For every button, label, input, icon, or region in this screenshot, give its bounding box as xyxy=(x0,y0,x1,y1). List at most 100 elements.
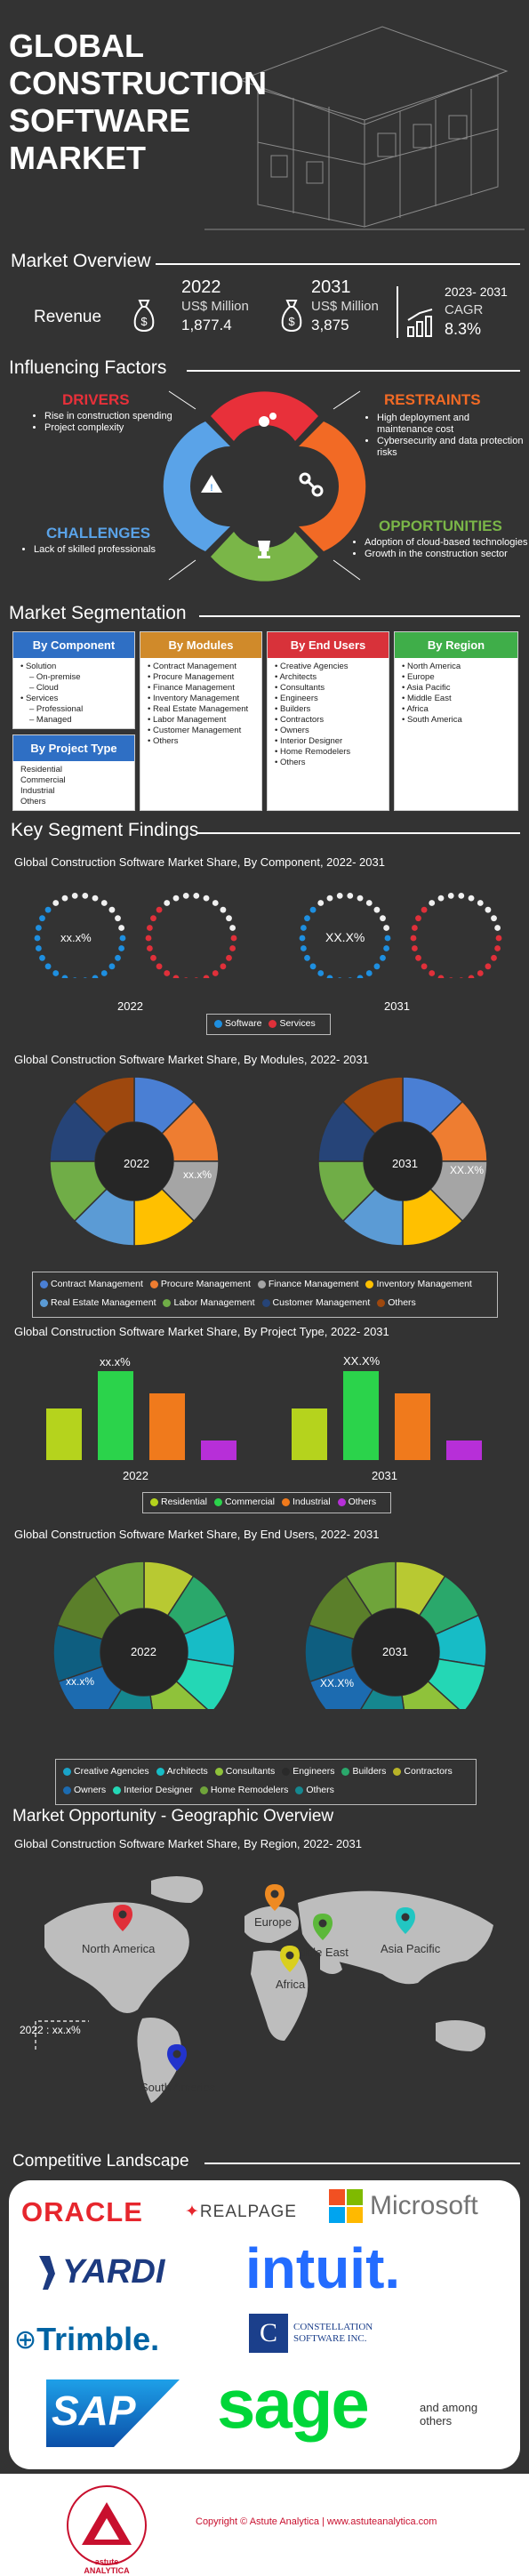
legend-entry: Others xyxy=(377,1295,416,1312)
world-map xyxy=(35,1876,493,2103)
segment-component: By Component • Solution – On-premise – Clo… xyxy=(12,631,135,729)
legend-label: Labor Management xyxy=(173,1297,255,1308)
ring-dot xyxy=(108,963,116,970)
bar xyxy=(292,1408,327,1460)
ring-dot xyxy=(437,975,445,978)
ring-dot xyxy=(411,945,418,951)
ring-dot xyxy=(146,925,153,931)
legend-entry: Procure Management xyxy=(149,1276,251,1293)
legend-entry: Finance Management xyxy=(257,1276,358,1293)
ring-dot xyxy=(365,900,373,906)
main-title-line-1: GLOBAL xyxy=(9,28,144,64)
legend-swatch xyxy=(163,1299,172,1307)
ring-dot xyxy=(119,935,126,942)
legend-entry: Consultants xyxy=(214,1763,275,1780)
ring-dot xyxy=(380,954,386,961)
ring-dot xyxy=(212,900,219,906)
legend-entry: Engineers xyxy=(282,1763,334,1780)
list-item: • Others xyxy=(275,758,306,767)
legend-entry: Commercial xyxy=(213,1497,275,1507)
legend-entry: Labor Management xyxy=(163,1295,255,1312)
list-item: Residential xyxy=(20,765,62,774)
list-item: • Engineers xyxy=(275,694,318,703)
ring-dot xyxy=(35,925,42,931)
ring-dot xyxy=(491,915,497,922)
legend-entry: Customer Management xyxy=(261,1295,370,1312)
legend-swatch xyxy=(40,1299,48,1307)
ring-dot xyxy=(229,925,236,931)
ring-dot xyxy=(73,977,77,978)
oracle-logo: ORACLE xyxy=(21,2196,143,2227)
ring-dot xyxy=(39,954,45,961)
key-findings-heading: Key Segment Findings xyxy=(11,820,199,840)
legend-swatch xyxy=(281,1497,290,1506)
sap-text: SAP xyxy=(52,2387,136,2434)
legend-entry: Services xyxy=(269,1018,316,1029)
ring-dot xyxy=(220,963,227,970)
enduser-chart xyxy=(52,1561,487,1709)
legend-label: Builders xyxy=(352,1766,387,1777)
segment-project-type: By Project Type Residential Commercial I… xyxy=(12,734,135,811)
list-item: • Europe xyxy=(402,672,435,682)
donut-hole xyxy=(352,1609,439,1696)
geo-heading: Market Opportunity - Geographic Overview xyxy=(12,1807,334,1826)
legend-label: Interior Designer xyxy=(124,1785,193,1795)
ring-dot xyxy=(317,900,325,906)
list-item: • Others xyxy=(148,736,179,746)
legend-label: Engineers xyxy=(293,1766,335,1777)
ring-dot xyxy=(477,970,484,976)
legend-swatch xyxy=(393,1768,402,1776)
list-item: • Finance Management xyxy=(148,683,235,693)
enduser-legend: Creative Agencies Architects Consultants En… xyxy=(55,1759,477,1805)
challenges-list: Lack of skilled professionals xyxy=(23,544,192,556)
divider xyxy=(187,370,520,372)
ring-dot xyxy=(52,900,60,906)
drivers-title: DRIVERS xyxy=(62,391,130,408)
ring-dot xyxy=(156,963,163,970)
ring-dot xyxy=(459,977,463,978)
modules-legend: Contract Management Procure Management Fin… xyxy=(32,1272,498,1318)
ring-dot xyxy=(421,906,428,913)
svg-text:$: $ xyxy=(140,315,148,328)
restraints-list: High deployment and maintenance cost Cyb… xyxy=(366,413,525,459)
ring-dot xyxy=(92,895,99,902)
microsoft-squares-icon xyxy=(329,2189,363,2223)
legend-swatch xyxy=(295,1786,304,1794)
main-title-line-4: MARKET xyxy=(9,140,146,176)
ring-dot xyxy=(156,906,163,913)
ring-dot xyxy=(300,945,307,951)
ring-dot xyxy=(194,977,198,978)
ring-dot xyxy=(203,975,210,978)
project-year-2022: 2022 xyxy=(123,1469,148,1482)
ring-dot xyxy=(145,935,152,942)
legend-label: Owners xyxy=(74,1785,107,1795)
ring-dot xyxy=(326,975,333,978)
segment-region-list: • North America • Europe • Asia Pacific • M… xyxy=(395,658,517,729)
legend-label: Others xyxy=(348,1497,377,1507)
legend-swatch xyxy=(40,1280,48,1288)
ring-dot xyxy=(410,935,417,942)
legend-entry: Inventory Management xyxy=(365,1276,472,1293)
ring-dot xyxy=(164,970,171,976)
microsoft-logo: Microsoft xyxy=(329,2189,478,2223)
ring-dot xyxy=(317,970,325,976)
drivers-list: Rise in construction spending Project co… xyxy=(34,411,212,434)
ring-dot xyxy=(304,915,310,922)
legend-label: Creative Agencies xyxy=(74,1766,149,1777)
ring-dot xyxy=(229,945,236,951)
ring-dot xyxy=(203,895,210,902)
project-legend: Residential Commercial Industrial Others xyxy=(142,1492,392,1513)
legend-swatch xyxy=(156,1768,164,1776)
list-item: • Home Remodelers xyxy=(275,747,351,757)
legend-swatch xyxy=(63,1768,71,1776)
ring-dot xyxy=(365,970,373,976)
legend-swatch xyxy=(113,1786,122,1794)
list-item: • South America xyxy=(402,715,462,725)
legend-swatch xyxy=(199,1786,208,1794)
restraints-item: High deployment and maintenance cost xyxy=(377,413,525,436)
divider xyxy=(156,263,520,265)
sage-logo: sage xyxy=(217,2364,370,2443)
list-item: • Consultants xyxy=(275,683,325,693)
legend-label: Others xyxy=(306,1785,334,1795)
list-item: Commercial xyxy=(20,775,66,785)
